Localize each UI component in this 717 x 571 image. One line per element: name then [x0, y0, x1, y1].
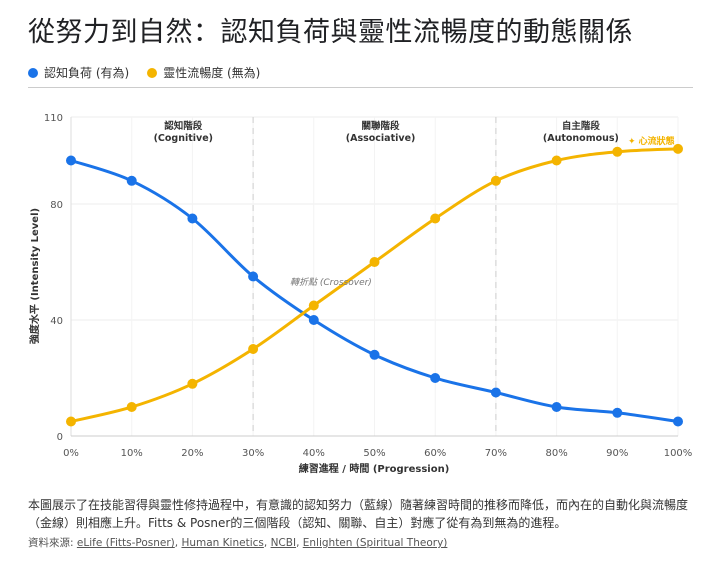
x-tick-label: 90% — [606, 448, 628, 459]
stage-label: 認知階段 — [164, 120, 203, 132]
stage-sublabel: (Autonomous) — [543, 133, 619, 144]
stage-label: 關聯階段 — [362, 120, 401, 132]
x-tick-label: 60% — [424, 448, 446, 459]
series-line — [70, 159, 679, 423]
x-axis-label: 練習進程 / 時間 (Progression) — [299, 462, 450, 475]
data-point — [369, 257, 380, 267]
legend: 認知負荷 (有為) 靈性流暢度 (無為) — [28, 64, 260, 81]
legend-label: 靈性流暢度 (無為) — [163, 66, 261, 80]
data-point — [187, 213, 198, 224]
source-link[interactable]: eLife (Fitts-Posner) — [76, 537, 175, 549]
data-point — [612, 146, 623, 157]
legend-item-blue[interactable]: 認知負荷 (有為) — [28, 64, 129, 81]
y-tick-label: 40 — [50, 316, 63, 327]
data-point — [126, 402, 137, 412]
source-link[interactable]: NCBI — [270, 537, 297, 549]
legend-item-gold[interactable]: 靈性流暢度 (無為) — [147, 64, 260, 81]
data-point — [490, 387, 501, 398]
data-point — [430, 373, 441, 383]
data-point — [308, 315, 319, 325]
y-axis-label: 強度水平 (Intensity Level) — [28, 208, 41, 344]
x-tick-label: 50% — [363, 448, 385, 459]
x-tick-label: 100% — [664, 448, 693, 459]
footer: 本圖展示了在技能習得與靈性修持過程中，有意識的認知努力（藍線）隨著練習時間的推移… — [28, 496, 703, 550]
data-point — [308, 300, 319, 311]
gold-dot-icon — [147, 67, 158, 78]
data-point — [490, 175, 501, 186]
data-point — [66, 416, 76, 427]
y-tick-label: 0 — [57, 432, 63, 443]
x-tick-label: 40% — [303, 448, 325, 459]
data-point — [612, 407, 623, 418]
line-chart: 0 40 80 110 0% 10% 20% 30% 40% 50% 60% 70% 80% 90% 100… — [28, 113, 693, 475]
sources-label: 資料來源: — [28, 537, 77, 549]
data-point — [551, 402, 562, 412]
data-point — [248, 271, 259, 282]
page-title: 從努力到自然：認知負荷與靈性流暢度的動態關係 — [28, 17, 633, 48]
divider — [28, 87, 693, 88]
data-point — [187, 378, 198, 389]
x-tick-label: 0% — [63, 448, 79, 459]
data-point — [551, 155, 562, 166]
legend-label: 認知負荷 (有為) — [44, 66, 130, 80]
x-tick-label: 70% — [485, 448, 507, 459]
data-point — [430, 213, 441, 224]
data-point — [673, 143, 683, 154]
stage-sublabel: (Cognitive) — [154, 133, 213, 144]
stage-sublabel: (Associative) — [346, 133, 416, 144]
data-point — [673, 416, 683, 427]
sources: 資料來源: eLife (Fitts-Posner), Human Kineti… — [28, 537, 448, 549]
source-link[interactable]: Enlighten (Spiritual Theory) — [302, 537, 448, 549]
x-tick-label: 80% — [545, 448, 567, 459]
flow-annotation: ✦ 心流狀態 — [628, 135, 675, 147]
source-link[interactable]: Human Kinetics — [181, 537, 264, 549]
data-point — [369, 349, 380, 360]
description: 本圖展示了在技能習得與靈性修持過程中，有意識的認知努力（藍線）隨著練習時間的推移… — [28, 498, 689, 530]
x-tick-label: 20% — [181, 448, 203, 459]
blue-dot-icon — [28, 67, 38, 78]
data-point — [126, 175, 137, 186]
crossover-annotation: 轉折點 (Crossover) — [290, 277, 372, 288]
data-point — [66, 155, 76, 166]
y-tick-label: 110 — [44, 113, 63, 124]
stage-label: 自主階段 — [562, 120, 601, 132]
y-tick-label: 80 — [50, 200, 63, 211]
x-tick-label: 10% — [121, 448, 143, 459]
x-tick-label: 30% — [242, 448, 264, 459]
data-point — [248, 344, 259, 354]
